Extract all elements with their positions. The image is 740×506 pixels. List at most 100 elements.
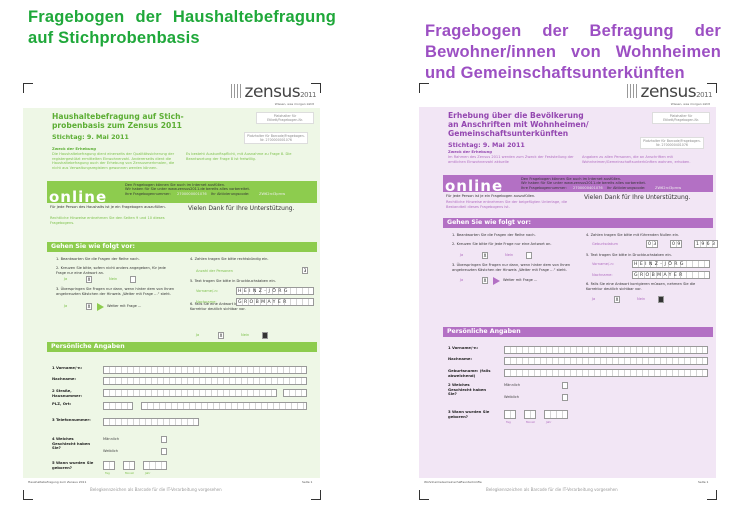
purpose-text-right: Angaben zu allen Personen, die an Anschr…: [582, 155, 691, 164]
logo-text: zensus: [640, 82, 697, 102]
zensus-logo: zensus2011: [230, 84, 316, 104]
birthdate-example: 1963: [694, 240, 718, 248]
checkbox-ja[interactable]: X: [614, 296, 620, 303]
checkbox-female[interactable]: [562, 394, 568, 401]
questionnaire-number: 2700000001076: [177, 192, 207, 196]
checkbox-ja[interactable]: X: [482, 277, 488, 284]
footer-right: Seite 1: [302, 480, 313, 484]
checkbox-ja[interactable]: X: [218, 332, 224, 339]
right-heading: Fragebogen der Befragung der Bewohner/in…: [425, 22, 721, 82]
text-field-cells[interactable]: [103, 377, 307, 385]
intro-text: Für jede Person ist je ein Fragebogen au…: [446, 194, 536, 198]
footer-right: Seite 1: [698, 480, 709, 484]
persons-count-label: Anzahl der Personen: [196, 269, 233, 273]
checkbox-female[interactable]: [161, 448, 167, 455]
logo-bars-icon: [626, 84, 639, 98]
label-placeholder: Platzhalter für Etikett/Fragebogen-Nr.: [652, 112, 710, 124]
street-field-cells[interactable]: [103, 389, 277, 397]
field-label: 1 Vorname/-n:: [448, 345, 479, 350]
birth-monat-label: Monat: [526, 420, 535, 424]
checkbox-ja[interactable]: X: [86, 276, 92, 283]
instruction-step: 2. Kreuzen Sie bitte für jede Frage nur …: [452, 242, 552, 246]
birth-monat-cells[interactable]: [524, 410, 536, 419]
male-label: Männlich: [103, 437, 120, 441]
logo-tagline: Wissen, was morgen zählt: [274, 102, 314, 106]
birthdate-label: Geburtsdatum: [592, 242, 618, 246]
questionnaire-number-label: Ihre Fragebogennummer:: [521, 186, 567, 190]
field-label: 2 Straße, Hausnummer:: [52, 388, 82, 398]
text-field-cells[interactable]: [504, 357, 708, 365]
female-label: Weiblich: [103, 449, 119, 453]
ja-label: Ja: [460, 278, 464, 282]
legal-note: Rechtliche Hinweise entnehmen Sie der be…: [446, 200, 568, 209]
text-field-cells[interactable]: [103, 366, 307, 374]
text-field-cells[interactable]: [504, 369, 708, 377]
birth-tag-label: Tag: [105, 471, 110, 475]
form-title: Erhebung über die Bevölkerung: [448, 111, 584, 120]
reference-date: Stichtag: 9. Mai 2011: [52, 133, 129, 141]
instruction-step: 4. Zahlen tragen Sie bitte rechtsbündig …: [190, 257, 269, 261]
checkbox-male[interactable]: [562, 382, 568, 389]
ja-label: Ja: [592, 297, 596, 301]
label-placeholder: Platzhalter für Etikett/Fragebogen-Nr.: [256, 112, 314, 124]
checkbox-nein[interactable]: [658, 296, 664, 303]
birth-jahr-cells[interactable]: [544, 410, 568, 419]
house-number-cells[interactable]: [283, 389, 307, 397]
checkbox-ja[interactable]: X: [482, 252, 488, 259]
checkbox-nein[interactable]: [130, 276, 136, 283]
online-line-1: Den Fragebogen können Sie auch im Intern…: [521, 177, 622, 181]
continue-arrow-icon: [493, 277, 500, 285]
purpose-title: Zweck der Erhebung: [52, 146, 97, 151]
ja-label: Ja: [64, 277, 68, 281]
ja-label: Ja: [196, 333, 200, 337]
checkbox-ja[interactable]: X: [86, 303, 92, 310]
first-name-example: HEINZ-JÖRG: [632, 260, 710, 268]
ja-label: Ja: [64, 304, 68, 308]
online-word: online: [49, 188, 108, 206]
last-name-example: GROBMAYER: [236, 298, 314, 306]
last-name-example: GROBMAYER: [632, 271, 710, 279]
purpose-text-right: Es besteht Auskunftspflicht, mit Ausnahm…: [186, 152, 292, 161]
birth-tag-label: Tag: [506, 420, 511, 424]
birth-monat-cells[interactable]: [123, 461, 135, 470]
last-name-example-label: Nachname:: [592, 273, 613, 277]
purpose-text-left: Im Rahmen des Zensus 2011 werden zum Zwe…: [448, 155, 574, 164]
birth-tag-cells[interactable]: [103, 461, 115, 470]
nein-label: Nein: [241, 333, 250, 337]
household-questionnaire-page: zensus2011 Wissen, was morgen zählt Hausha…: [20, 80, 324, 506]
personal-data-header: Persönliche Angaben: [47, 342, 317, 352]
field-label: 3 Wann wurden Sie geboren?: [448, 409, 490, 419]
checkbox-male[interactable]: [161, 436, 167, 443]
barcode-note: Belegkennzeichen als Barcode für die IT-…: [90, 487, 222, 492]
instruction-step: 2. Kreuzen Sie bitte, sofern nicht ander…: [56, 266, 166, 275]
continue-label: Weiter mit Frage ...: [503, 278, 538, 282]
phone-cells[interactable]: [103, 418, 199, 426]
birth-jahr-label: Jahr: [145, 471, 151, 475]
birth-jahr-cells[interactable]: [143, 461, 167, 470]
purpose-text-left: Die Haushaltebefragung dient einerseits …: [52, 152, 175, 170]
instruction-step: 1. Beantworten Sie die Fragen der Reihe …: [452, 233, 536, 237]
checkbox-nein[interactable]: [262, 332, 268, 339]
ja-label: Ja: [460, 253, 464, 257]
barcode-placeholder: Platzhalter für Barcode/Fragebogen-Nr. 2…: [640, 137, 704, 149]
text-field-cells[interactable]: [504, 346, 708, 354]
postcode-cells[interactable]: [103, 402, 133, 410]
form-title: probenbasis zum Zensus 2011: [52, 121, 182, 130]
first-name-example-label: Vorname/-n:: [592, 262, 614, 266]
logo-year: 2011: [696, 91, 712, 99]
checkbox-nein[interactable]: [526, 252, 532, 259]
online-banner: online Den Fragebogen können Sie auch im …: [47, 181, 317, 206]
activation-code: ZW62rcI3prnw: [259, 192, 286, 196]
city-cells[interactable]: [141, 402, 307, 410]
form-title: an Anschriften mit Wohnheimen/: [448, 120, 589, 129]
zensus-logo: zensus2011: [626, 82, 712, 104]
field-label: 5 Wann wurden Sie geboren?: [52, 460, 94, 470]
crop-mark: [23, 490, 33, 500]
birth-jahr-label: Jahr: [546, 420, 552, 424]
birth-tag-cells[interactable]: [504, 410, 516, 419]
logo-tagline: Wissen, was morgen zählt: [670, 102, 710, 106]
crop-mark: [23, 83, 33, 93]
instructions-header: Gehen Sie wie folgt vor:: [443, 218, 713, 228]
online-line-1: Den Fragebogen können Sie auch im Intern…: [125, 183, 226, 187]
birth-monat-label: Monat: [125, 471, 134, 475]
